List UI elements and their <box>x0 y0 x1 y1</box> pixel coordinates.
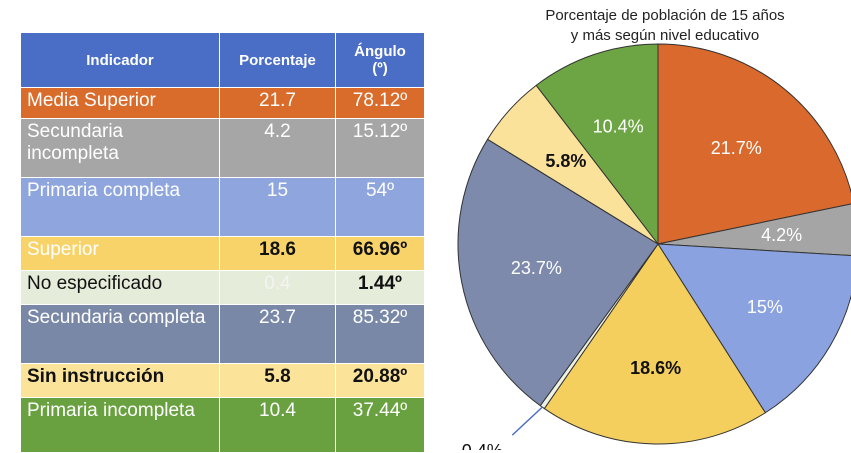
data-label: 5.8% <box>545 151 586 171</box>
table-cell: 15.12º <box>335 118 425 178</box>
table-cell: 20.88º <box>335 363 425 398</box>
table-cell: 21.7 <box>219 87 336 119</box>
table-cell: 66.96º <box>335 236 425 271</box>
table-cell: Primaria incompleta <box>20 397 220 453</box>
table-row: Sin instrucción 5.8 20.88º <box>20 363 425 398</box>
label-leader <box>511 406 543 436</box>
table-cell: Media Superior <box>20 87 220 119</box>
table-row: Secundaria completa 23.7 85.32º <box>20 304 425 364</box>
table-cell: 37.44º <box>335 397 425 453</box>
pie-slice <box>657 243 851 414</box>
chart-title: Porcentaje de población de 15 años <box>545 7 784 24</box>
table-row: Superior 18.6 66.96º <box>20 236 425 271</box>
data-label: 10.4% <box>593 117 644 137</box>
data-label: 15% <box>747 297 783 317</box>
table-cell: 85.32º <box>335 304 425 364</box>
table-cell: 54º <box>335 177 425 237</box>
header-cell: Indicador <box>20 32 220 88</box>
table-row: Primaria completa 15 54º <box>20 177 425 237</box>
table-body: Media Superior 21.7 78.12º Secundaria incom… <box>20 87 425 453</box>
pie-slice <box>535 43 659 246</box>
data-label: 23.7% <box>511 258 562 278</box>
table-cell: 10.4 <box>219 397 336 453</box>
table-row: Primaria incompleta 10.4 37.44º <box>20 397 425 453</box>
chart-title: y más según nivel educativo <box>571 27 759 44</box>
data-label: 4.2% <box>761 225 802 245</box>
pie-slice <box>543 243 767 445</box>
table-cell: 0.4 <box>219 270 336 305</box>
table-cell: 18.6 <box>219 236 336 271</box>
pie-slice <box>657 43 851 245</box>
table-cell: Secundaria incompleta <box>20 118 220 178</box>
table-cell: Superior <box>20 236 220 271</box>
header-text: (º) <box>372 60 388 77</box>
data-label: 21.7% <box>711 138 762 158</box>
pie-slice <box>457 138 659 407</box>
table-cell: Sin instrucción <box>20 363 220 398</box>
table-cell: 1.44º <box>335 270 425 305</box>
data-table: Indicador Porcentaje Ángulo (º) Media Sup… <box>20 32 425 453</box>
pie-slice <box>657 203 851 257</box>
header-text: Ángulo <box>354 43 406 60</box>
table-row: Media Superior 21.7 78.12º <box>20 87 425 119</box>
table-row: Secundaria incompleta 4.2 15.12º <box>20 118 425 178</box>
table-cell: Primaria completa <box>20 177 220 237</box>
data-label: 0.4% <box>462 441 503 450</box>
data-label: 18.6% <box>630 358 681 378</box>
header-row: Indicador Porcentaje Ángulo (º) <box>20 32 425 88</box>
table-cell: 15 <box>219 177 336 237</box>
